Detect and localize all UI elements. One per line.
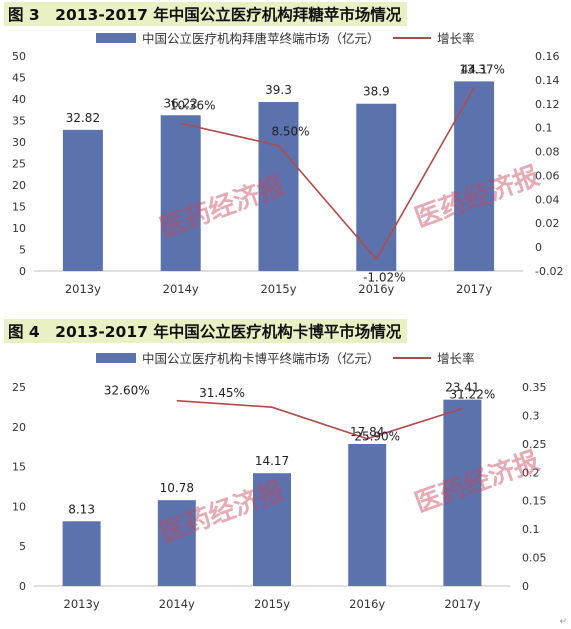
fig4-y-tick-label: 25: [12, 381, 26, 394]
fig3-bar-2014y: [160, 115, 201, 271]
fig3-bar-2017y: [454, 81, 495, 272]
fig4-legend-bar-swatch: [96, 353, 136, 363]
fig3-y-tick-label: 0: [19, 265, 26, 278]
fig3-x-tick-label: 2017y: [456, 282, 492, 296]
fig3-y-tick-label: 45: [12, 72, 26, 85]
fig3-y2-tick-label: 0.16: [535, 50, 560, 63]
fig3-bar-value-label: 32.82: [66, 111, 100, 125]
fig3-x-tick-label: 2013y: [65, 282, 101, 296]
figure-3: 图 3 2013-2017 年中国公立医疗机构拜糖苹市场情况 中国公立医疗机构拜…: [4, 2, 563, 296]
fig4-y2-tick-label: 0.25: [522, 438, 547, 451]
fig3-x-tick-label: 2015y: [260, 282, 296, 296]
fig3-x-tick-label: 2014y: [163, 282, 199, 296]
fig4-bar-2014y: [157, 500, 196, 586]
fig4-legend-line-label: 增长率: [437, 351, 475, 366]
fig3-bar-value-label: 36.22: [164, 96, 198, 110]
figure-4-title: 图 4 2013-2017 年中国公立医疗机构卡博平市场情况: [4, 319, 408, 343]
fig4-x-tick-label: 2015y: [254, 597, 290, 611]
figure-4: 图 4 2013-2017 年中国公立医疗机构卡博平市场情况 中国公立医疗机构卡…: [0, 317, 571, 629]
fig3-y2-tick-label: 0.14: [535, 74, 560, 87]
figure-4-chart: 中国公立医疗机构卡博平终端市场（亿元） 增长率 0 5 10 15 20 25 0 0.05 0.1…: [12, 351, 547, 611]
fig3-x-tick-label: 2016y: [358, 282, 394, 296]
fig3-y2-tick-label: 0.08: [535, 146, 560, 159]
fig3-y2-tick-label: 0.12: [535, 98, 560, 111]
fig3-y2-tick-label: 0.06: [535, 169, 560, 182]
fig4-y2-tick-label: 0.15: [522, 495, 547, 508]
fig3-y-tick-label: 5: [19, 244, 26, 257]
fig3-rate-value-label: 8.50%: [271, 125, 309, 139]
return-mark: ↵: [559, 617, 567, 627]
fig4-y2-tick-label: 0: [522, 580, 529, 593]
fig3-y-tick-label: 40: [12, 93, 26, 106]
fig3-y2-tick-label: 0.04: [535, 193, 560, 206]
fig4-rate-value-label: 31.45%: [199, 386, 245, 400]
fig4-y2-tick-label: 0.2: [522, 466, 540, 479]
fig3-y-tick-label: 10: [12, 222, 26, 235]
fig3-rate-line: [180, 87, 475, 261]
fig4-x-tick-label: 2014y: [159, 597, 195, 611]
fig3-legend-bar-label: 中国公立医疗机构拜唐苹终端市场（亿元）: [142, 31, 380, 46]
fig3-bar-value-label: 38.9: [363, 85, 390, 99]
fig4-bar-2017y: [443, 399, 482, 586]
fig3-bar-2013y: [62, 129, 103, 271]
fig3-y-tick-label: 30: [12, 136, 26, 149]
fig4-bar-value-label: 14.17: [255, 454, 289, 468]
fig4-rate-value-label: 31.22%: [450, 387, 496, 401]
fig4-y2-tick-label: 0.05: [522, 552, 547, 565]
fig3-rate-value-label: 13.37%: [459, 62, 505, 76]
fig4-x-tick-label: 2013y: [64, 597, 100, 611]
fig4-y2-tick-label: 0.35: [522, 381, 547, 394]
fig4-y-tick-label: 10: [12, 500, 26, 513]
fig4-rate-line: [176, 399, 463, 440]
fig3-bar-value-label: 44.1: [461, 62, 488, 76]
fig4-y-tick-label: 5: [19, 540, 26, 553]
fig3-legend-line-label: 增长率: [437, 31, 475, 46]
fig3-y2-tick-label: 0.02: [535, 217, 560, 230]
fig3-y2-tick-label: -0.02: [535, 265, 563, 278]
fig4-bar-value-label: 23.41: [445, 381, 479, 395]
fig4-bar-value-label: 8.13: [68, 502, 95, 516]
fig3-bar-2015y: [258, 102, 299, 271]
fig3-rate-value-label: 10.36%: [170, 98, 216, 112]
fig4-y2-tick-label: 0.3: [522, 409, 540, 422]
fig4-rate-value-label: 25.90%: [354, 430, 400, 444]
fig3-y-tick-label: 35: [12, 115, 26, 128]
fig3-legend-bar-swatch: [96, 33, 136, 43]
fig4-y-tick-label: 0: [19, 580, 26, 593]
fig3-y-tick-label: 25: [12, 158, 26, 171]
fig3-y-tick-label: 50: [12, 50, 26, 63]
fig4-x-tick-label: 2016y: [349, 597, 385, 611]
fig4-rate-value-label: 32.60%: [104, 384, 150, 398]
fig3-y-tick-label: 15: [12, 201, 26, 214]
fig4-y2-tick-label: 0.1: [522, 523, 540, 536]
figure-3-chart: 中国公立医疗机构拜唐苹终端市场（亿元） 增长率 0 5 10 15 20 25 30 35 40 45…: [12, 31, 563, 296]
fig4-legend-bar-label: 中国公立医疗机构卡博平终端市场（亿元）: [142, 351, 380, 366]
figure-3-title: 图 3 2013-2017 年中国公立医疗机构拜糖苹市场情况: [4, 2, 408, 26]
fig4-y-tick-label: 15: [12, 461, 26, 474]
fig3-bar-value-label: 39.3: [265, 83, 292, 97]
fig4-bar-value-label: 10.78: [160, 481, 194, 495]
fig4-y-tick-label: 20: [12, 421, 26, 434]
fig3-rate-value-label: -1.02%: [363, 270, 405, 284]
fig4-x-tick-label: 2017y: [444, 597, 480, 611]
fig4-bar-2016y: [348, 443, 387, 586]
fig3-y2-tick-label: 0: [535, 241, 542, 254]
fig4-bar-2015y: [253, 473, 291, 586]
fig3-y2-tick-label: 0.1: [535, 122, 553, 135]
fig3-bar-2016y: [356, 103, 397, 271]
fig3-y-tick-label: 20: [12, 179, 26, 192]
fig4-bar-2013y: [62, 521, 101, 586]
